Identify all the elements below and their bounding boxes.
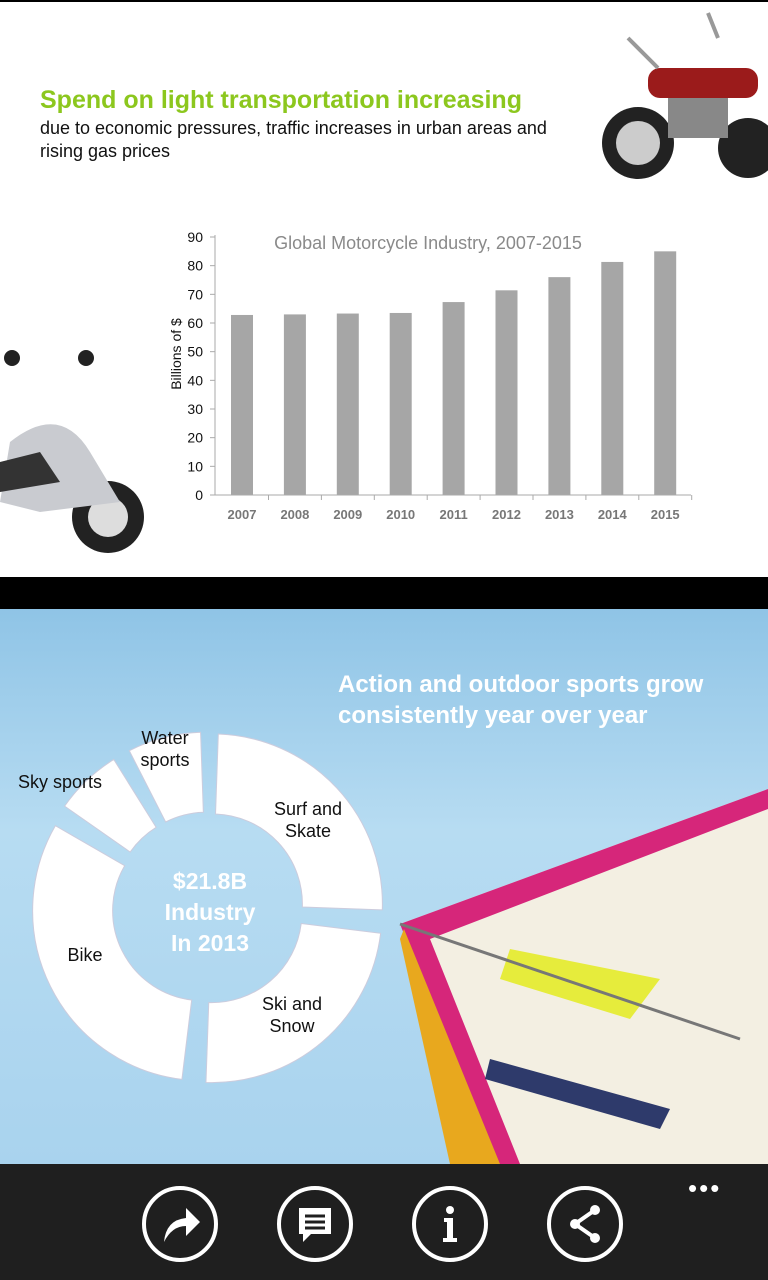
x-tick-label: 2009 <box>333 507 362 522</box>
info-icon <box>443 1206 457 1242</box>
comment-icon <box>299 1208 331 1242</box>
x-tick-label: 2011 <box>439 507 467 522</box>
slide-motorcycle: Spend on light transportation increasing… <box>0 2 768 577</box>
share-button[interactable] <box>547 1186 623 1262</box>
app-bar: ••• <box>0 1164 768 1280</box>
bar-2008 <box>283 314 306 495</box>
y-tick-label: 10 <box>187 458 203 474</box>
more-options-button[interactable]: ••• <box>688 1173 722 1203</box>
y-tick-label: 60 <box>187 315 203 331</box>
segment-label-water: Water sports <box>140 728 190 770</box>
y-axis-label: Billions of $ <box>168 318 184 390</box>
comment-button[interactable] <box>277 1186 353 1262</box>
y-tick-label: 40 <box>187 372 203 388</box>
bar-2013 <box>548 277 571 495</box>
motorcycle-image <box>602 12 768 179</box>
bar-2012 <box>495 290 518 495</box>
hang-glider-image <box>399 789 768 1164</box>
bar-chart: 0 10 20 30 40 50 60 70 80 90 2007 2008 2009 2010 2011 2… <box>168 229 693 522</box>
donut-segment-bike <box>32 824 193 1080</box>
bar-2014 <box>601 261 624 495</box>
bar-2010 <box>389 312 412 495</box>
slide-title-line1: Action and outdoor sports grow <box>338 671 704 698</box>
y-tick-label: 30 <box>187 401 203 417</box>
headline: Spend on light transportation increasing <box>40 86 522 114</box>
bar-2011 <box>442 302 465 495</box>
slide-outdoor-sports: Action and outdoor sports grow consisten… <box>0 609 768 1164</box>
donut-segment-surf-and-skate <box>215 733 383 911</box>
donut-segment-water-sports <box>128 731 204 823</box>
x-tick-label: 2014 <box>598 507 628 522</box>
x-tick-label: 2008 <box>280 507 309 522</box>
bar-2007 <box>231 314 253 495</box>
segment-label-ski: Ski and Snow <box>261 994 323 1036</box>
y-tick-label: 90 <box>187 229 203 245</box>
y-tick-label: 0 <box>195 487 203 503</box>
x-tick-label: 2015 <box>651 507 680 522</box>
donut-center-text: $21.8B Industry In 2013 <box>164 868 256 956</box>
slide-title-line2: consistently year over year <box>338 702 648 729</box>
donut-segment-sky-sports <box>63 758 157 853</box>
segment-label-surf: Surf and Skate <box>273 799 343 841</box>
scooter-image <box>0 350 144 553</box>
share-icon <box>570 1205 600 1243</box>
segment-label-sky: Sky sports <box>17 772 103 792</box>
x-tick-label: 2012 <box>492 507 521 522</box>
donut-segment-ski-and-snow <box>205 922 382 1084</box>
y-tick-label: 50 <box>187 344 203 360</box>
donut-chart <box>32 731 383 1084</box>
bar-2009 <box>336 313 359 495</box>
y-tick-label: 70 <box>187 286 203 302</box>
x-tick-label: 2010 <box>386 507 415 522</box>
bar-2015 <box>654 251 677 495</box>
chart-title: Global Motorcycle Industry, 2007-2015 <box>274 233 582 253</box>
segment-label-bike: Bike <box>67 945 103 965</box>
y-tick-label: 20 <box>187 430 203 446</box>
x-tick-label: 2007 <box>228 507 257 522</box>
info-button[interactable] <box>412 1186 488 1262</box>
subtitle: due to economic pressures, traffic incre… <box>40 118 547 161</box>
forward-button[interactable] <box>142 1186 218 1262</box>
x-tick-label: 2013 <box>545 507 574 522</box>
forward-icon <box>164 1208 200 1242</box>
y-tick-label: 80 <box>187 258 203 274</box>
